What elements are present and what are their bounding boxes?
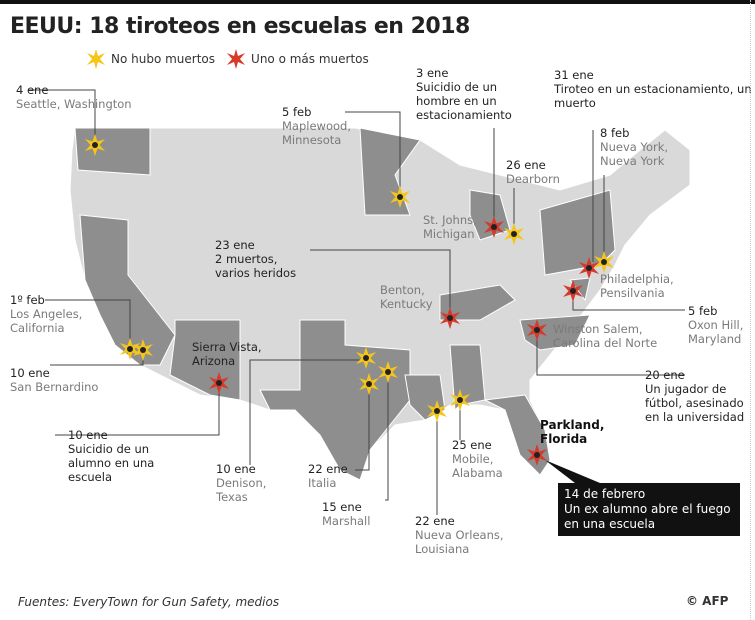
state-california — [79, 214, 176, 366]
label-st-johns-detail: 3 ene Suicidio de un hombre en un estacio… — [416, 66, 512, 122]
label-new-orleans: 22 ene Nueva Orleans, Louisiana — [415, 514, 504, 556]
label-mobile: 25 ene Mobile, Alabama — [452, 438, 503, 480]
source-note: Fuentes: EveryTown for Gun Safety, medio… — [18, 595, 280, 609]
red-star-marker — [440, 307, 460, 329]
label-oxon-hill: 5 feb Oxon Hill, Maryland — [688, 304, 744, 346]
yellow-star-marker — [427, 400, 447, 422]
label-denison: 10 ene Denison, Texas — [216, 462, 267, 504]
label-parkland: Parkland, Florida — [540, 418, 605, 446]
legend-deaths: Uno o más muertos — [251, 52, 369, 66]
state-kentucky — [439, 284, 516, 321]
page-title: EEUU: 18 tiroteos en escuelas en 2018 — [10, 14, 470, 39]
legend: No hubo muertos Uno o más muertos — [85, 48, 375, 70]
state-new-york-pennsylvania — [539, 189, 616, 276]
yellow-star-marker — [450, 389, 470, 411]
yellow-star-marker — [378, 361, 398, 383]
label-benton-detail: 23 ene 2 muertos, varios heridos — [215, 238, 297, 280]
label-seattle: 4 ene Seattle, Washington — [16, 83, 132, 111]
red-star-marker — [209, 372, 229, 394]
label-marshall: 15 ene Marshall — [322, 500, 371, 528]
callout-date: 14 de febrero — [564, 487, 646, 501]
label-philadelphia: Philadelphia, Pensilvania — [600, 272, 674, 300]
label-los-angeles: 1º feb Los Angeles, California — [10, 293, 83, 335]
label-new-york: 8 feb Nueva York, Nueva York — [600, 126, 669, 168]
afp-credit: © AFP — [686, 594, 729, 608]
yellow-star-marker — [504, 223, 524, 245]
red-star-marker — [527, 444, 547, 466]
state-washington — [74, 127, 151, 176]
label-sierra-vista: Sierra Vista, Arizona — [192, 340, 262, 368]
yellow-star-marker — [390, 186, 410, 208]
label-dearborn: 26 ene Dearborn — [506, 158, 560, 186]
border-dots — [750, 0, 751, 620]
label-benton: Benton, Kentucky — [380, 283, 433, 311]
label-italia: 22 ene Italia — [308, 462, 348, 490]
state-alabama — [449, 344, 486, 412]
yellow-star-marker — [356, 347, 376, 369]
yellow-star-marker — [133, 339, 153, 361]
yellow-star-marker — [85, 134, 105, 156]
label-winston-salem-detail: 20 ene Un jugador de fútbol, asesinado en… — [645, 368, 745, 424]
red-star-marker — [579, 257, 599, 279]
red-star-icon — [227, 49, 246, 69]
top-bar — [0, 0, 755, 4]
yellow-star-icon — [87, 49, 105, 69]
label-winston-salem: Winston Salem, Carolina del Norte — [553, 322, 658, 350]
label-san-bernardino: 10 ene San Bernardino — [10, 366, 99, 394]
label-sierra-vista-detail: 10 ene Suicidio de un alumno en una escue… — [68, 428, 155, 484]
label-st-johns: St. Johns, Michigan — [423, 213, 477, 241]
yellow-star-marker — [120, 338, 140, 360]
legend-no-deaths: No hubo muertos — [111, 52, 216, 66]
red-star-marker — [527, 319, 547, 341]
red-star-marker — [563, 280, 583, 302]
yellow-star-marker — [594, 251, 614, 273]
label-philadelphia-detail: 31 ene Tiroteo en un estacionamiento, un … — [554, 68, 752, 110]
label-maplewood: 5 feb Maplewood, Minnesota — [282, 105, 351, 147]
state-texas — [259, 319, 411, 481]
yellow-star-marker — [359, 373, 379, 395]
callout-detail: Un ex alumno abre el fuego en una escuel… — [564, 502, 731, 531]
red-star-marker — [484, 216, 504, 238]
parkland-callout: 14 de febrero Un ex alumno abre el fuego … — [558, 483, 740, 536]
